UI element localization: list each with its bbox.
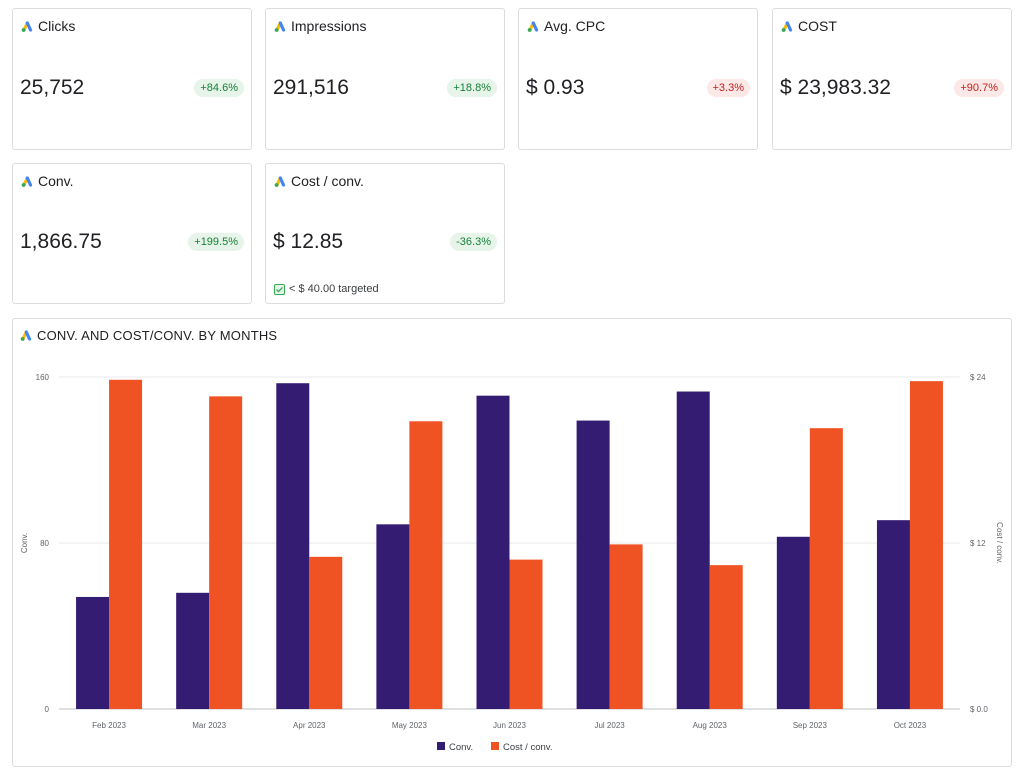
- x-tick-label: Feb 2023: [92, 721, 126, 730]
- kpi-card-conv: Conv. 1,866.75 +199.5%: [12, 163, 252, 304]
- bar-conv: [176, 592, 210, 709]
- bar-cost-per-conv: [809, 428, 843, 709]
- chart-card: CONV. AND COST/CONV. BY MONTHS 0 80 160 $ 0…: [12, 318, 1012, 767]
- card-title: Impressions: [291, 18, 367, 34]
- card-value: 1,866.75: [20, 230, 102, 253]
- google-ads-icon: [273, 175, 287, 188]
- google-ads-icon: [19, 329, 33, 342]
- kpi-card-clicks: Clicks 25,752 +84.6%: [12, 8, 252, 150]
- card-value: 25,752: [20, 76, 85, 99]
- bar-cost-per-conv: [109, 379, 143, 709]
- x-tick-label: Mar 2023: [192, 721, 226, 730]
- google-ads-icon: [526, 20, 540, 33]
- conv-cost-bar-chart: 0 80 160 $ 0.0 $ 12 $ 24 Conv. Cost / conv. Feb …: [20, 373, 1004, 753]
- kpi-card-avg-cpc: Avg. CPC $ 0.93 +3.3%: [518, 8, 758, 150]
- bar-cost-per-conv: [709, 565, 743, 709]
- bar-cost-per-conv: [409, 421, 443, 709]
- change-badge: +199.5%: [188, 233, 244, 251]
- card-title: COST: [798, 18, 837, 34]
- target-label: < $ 40.00 targeted: [289, 283, 379, 295]
- y2-tick-label: $ 0.0: [970, 705, 988, 714]
- card-value: $ 23,983.32: [780, 76, 891, 99]
- checkbox-checked-icon: [274, 283, 285, 295]
- bar-cost-per-conv: [209, 396, 243, 709]
- card-value: $ 0.93: [526, 76, 585, 99]
- bar-conv: [276, 383, 310, 709]
- bar-conv: [876, 520, 910, 709]
- target-note: < $ 40.00 targeted: [274, 283, 379, 295]
- y-tick-label: 80: [40, 539, 49, 548]
- change-badge: +84.6%: [194, 79, 244, 97]
- card-title: Avg. CPC: [544, 18, 606, 34]
- google-ads-icon: [20, 20, 34, 33]
- chart-title: CONV. AND COST/CONV. BY MONTHS: [37, 328, 278, 343]
- y-tick-label: 0: [45, 705, 50, 714]
- change-badge: +3.3%: [706, 79, 750, 97]
- y-axis-label: Conv.: [20, 533, 29, 553]
- bar-cost-per-conv: [609, 544, 643, 709]
- bar-cost-per-conv: [909, 381, 943, 709]
- bar-conv: [476, 395, 510, 709]
- kpi-card-cost-per-conv: Cost / conv. $ 12.85 -36.3% < $ 40.00 ta…: [265, 163, 505, 304]
- bar-cost-per-conv: [509, 559, 543, 709]
- kpi-card-impressions: Impressions 291,516 +18.8%: [265, 8, 505, 150]
- y2-tick-label: $ 12: [970, 539, 986, 548]
- x-tick-label: Jul 2023: [594, 721, 625, 730]
- card-title: Clicks: [38, 18, 76, 34]
- x-tick-label: May 2023: [392, 721, 428, 730]
- card-title: Conv.: [38, 173, 74, 189]
- legend-swatch: [437, 742, 445, 750]
- y-tick-label: 160: [36, 373, 50, 382]
- change-badge: +90.7%: [954, 79, 1004, 97]
- y2-tick-label: $ 24: [970, 373, 986, 382]
- legend-label: Cost / conv.: [503, 742, 552, 753]
- bar-conv: [376, 524, 410, 709]
- change-badge: -36.3%: [450, 233, 497, 251]
- bar-conv: [76, 596, 110, 709]
- google-ads-icon: [780, 20, 794, 33]
- card-value: $ 12.85: [273, 230, 344, 253]
- card-title: Cost / conv.: [291, 173, 364, 189]
- x-tick-label: Oct 2023: [894, 721, 927, 730]
- x-tick-label: Jun 2023: [493, 721, 526, 730]
- legend-swatch: [491, 742, 499, 750]
- google-ads-icon: [273, 20, 287, 33]
- x-tick-label: Sep 2023: [793, 721, 828, 730]
- bar-cost-per-conv: [309, 556, 343, 709]
- bar-conv: [576, 420, 610, 709]
- x-tick-label: Aug 2023: [693, 721, 728, 730]
- bar-conv: [676, 391, 710, 709]
- card-value: 291,516: [273, 76, 349, 99]
- bar-conv: [776, 536, 810, 709]
- y2-axis-label: Cost / conv.: [995, 522, 1004, 564]
- legend-label: Conv.: [449, 742, 473, 753]
- google-ads-icon: [20, 175, 34, 188]
- kpi-card-cost: COST $ 23,983.32 +90.7%: [772, 8, 1012, 150]
- x-tick-label: Apr 2023: [293, 721, 326, 730]
- change-badge: +18.8%: [447, 79, 497, 97]
